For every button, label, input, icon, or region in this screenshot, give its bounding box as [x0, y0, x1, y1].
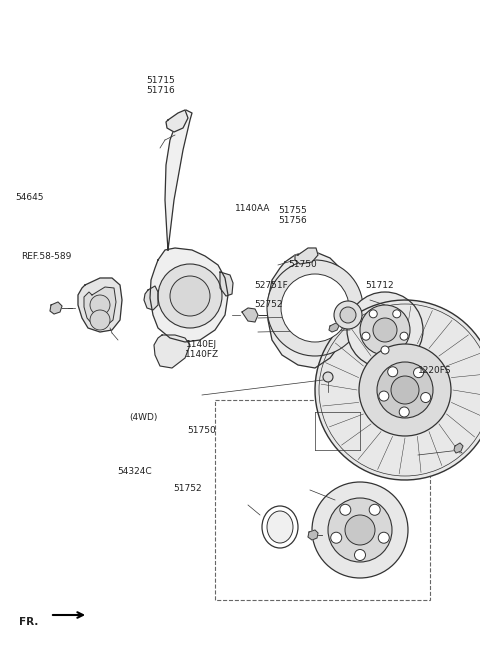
Text: 51712: 51712: [365, 281, 394, 290]
Circle shape: [90, 310, 110, 330]
Circle shape: [158, 264, 222, 328]
Circle shape: [328, 498, 392, 562]
Polygon shape: [454, 443, 463, 453]
Circle shape: [340, 307, 356, 323]
Circle shape: [399, 407, 409, 417]
Polygon shape: [329, 323, 339, 332]
Circle shape: [379, 391, 389, 401]
Polygon shape: [165, 110, 192, 250]
Circle shape: [377, 362, 433, 418]
Text: 1140AA: 1140AA: [235, 204, 271, 214]
Bar: [215, 400, 430, 600]
Polygon shape: [154, 335, 190, 368]
Polygon shape: [308, 530, 318, 540]
Text: FR.: FR.: [19, 616, 38, 627]
Circle shape: [170, 276, 210, 316]
Circle shape: [378, 532, 389, 543]
Ellipse shape: [262, 506, 298, 548]
Circle shape: [323, 372, 333, 382]
Text: 51715
51716: 51715 51716: [146, 76, 175, 95]
Text: 52752: 52752: [254, 300, 283, 309]
Circle shape: [414, 368, 423, 378]
Polygon shape: [166, 110, 188, 132]
Polygon shape: [295, 248, 318, 264]
Circle shape: [393, 310, 401, 318]
Circle shape: [388, 367, 398, 376]
Text: 51750: 51750: [187, 426, 216, 436]
Circle shape: [345, 515, 375, 545]
Circle shape: [267, 260, 363, 356]
Polygon shape: [150, 248, 228, 342]
Circle shape: [355, 549, 365, 560]
Text: 51750: 51750: [288, 260, 317, 269]
Polygon shape: [84, 287, 116, 327]
Circle shape: [281, 274, 349, 342]
Circle shape: [400, 332, 408, 340]
Text: 1140EJ
1140FZ: 1140EJ 1140FZ: [184, 340, 219, 359]
Circle shape: [369, 505, 380, 515]
Circle shape: [362, 332, 370, 340]
Text: 51755
51756: 51755 51756: [278, 206, 307, 225]
Circle shape: [359, 344, 451, 436]
Polygon shape: [78, 278, 122, 332]
Circle shape: [420, 392, 431, 403]
Text: 1220FS: 1220FS: [418, 366, 451, 375]
Circle shape: [334, 301, 362, 329]
Circle shape: [340, 505, 351, 515]
Circle shape: [360, 305, 410, 355]
Text: 51752: 51752: [173, 484, 202, 493]
Polygon shape: [144, 286, 158, 310]
Text: 54324C: 54324C: [118, 466, 152, 476]
Text: REF.58-589: REF.58-589: [22, 252, 72, 261]
Circle shape: [381, 346, 389, 354]
Polygon shape: [315, 300, 480, 480]
Polygon shape: [220, 272, 233, 296]
Circle shape: [331, 532, 342, 543]
Circle shape: [373, 318, 397, 342]
Polygon shape: [268, 252, 352, 368]
Polygon shape: [50, 302, 62, 314]
Text: (4WD): (4WD): [130, 413, 158, 422]
Polygon shape: [242, 308, 258, 322]
Text: 52751F: 52751F: [254, 281, 288, 290]
Circle shape: [90, 295, 110, 315]
Ellipse shape: [267, 511, 293, 543]
Circle shape: [347, 292, 423, 368]
Circle shape: [369, 310, 377, 318]
Circle shape: [312, 482, 408, 578]
Text: 54645: 54645: [15, 193, 44, 202]
Circle shape: [391, 376, 419, 404]
